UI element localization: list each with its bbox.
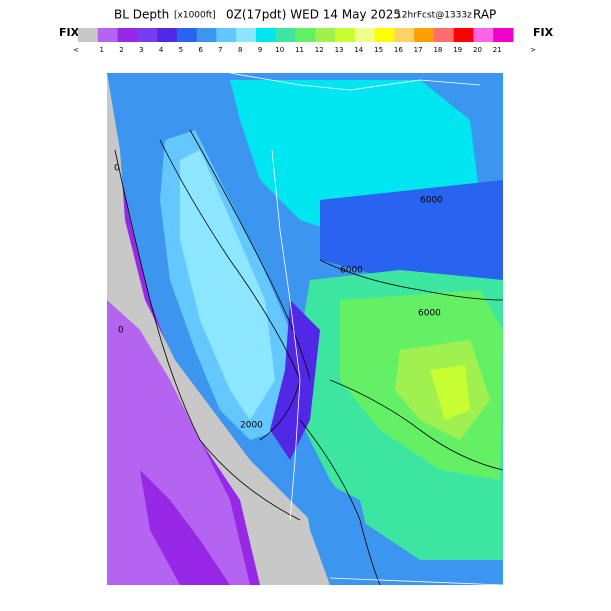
- colorbar-label: 1: [100, 46, 104, 54]
- colorbar-label: 11: [295, 46, 304, 54]
- contour-label: 2000: [240, 421, 263, 431]
- colorbar-label: <: [73, 46, 79, 54]
- colorbar-swatch: [255, 28, 277, 42]
- colorbar-label: 6: [198, 46, 203, 54]
- colorbar-label: 15: [374, 46, 383, 54]
- title-part: [x1000ft]: [174, 11, 216, 21]
- region: [107, 300, 250, 585]
- colorbar-swatch: [216, 28, 237, 42]
- colorbar-swatch: [354, 28, 376, 42]
- title-part: BL Depth: [114, 8, 169, 22]
- colorbar-swatch: [473, 28, 494, 42]
- contour-label: 6000: [418, 309, 441, 319]
- region: [320, 180, 503, 290]
- colorbar-label: >: [530, 46, 536, 54]
- colorbar-swatch: [176, 28, 198, 42]
- colorbar-swatch: [433, 28, 455, 42]
- contour-label: 0: [118, 326, 124, 336]
- colorbar-label: 20: [473, 46, 482, 54]
- colorbar-swatch: [295, 28, 316, 42]
- region: [300, 470, 380, 585]
- colorbar-label: 4: [159, 46, 164, 54]
- title-part: RAP: [473, 8, 496, 22]
- region: [180, 150, 275, 420]
- colorbar-label: 16: [394, 46, 403, 54]
- colorbar-swatch: [97, 28, 119, 42]
- colorbar-label: 19: [453, 46, 462, 54]
- title-part: 12hrFcst@1333z: [396, 11, 472, 21]
- colorbar-label: 13: [335, 46, 344, 54]
- colorbar-swatch: [78, 28, 99, 42]
- colorbar-swatch: [157, 28, 178, 42]
- colorbar-label: 2: [119, 46, 123, 54]
- region: [140, 470, 230, 585]
- colorbar-swatch: [453, 28, 474, 42]
- colorbar-label: 9: [258, 46, 262, 54]
- colorbar-label: 10: [275, 46, 284, 54]
- colorbar-swatch: [196, 28, 217, 42]
- region: [107, 73, 330, 585]
- colorbar-label: 3: [139, 46, 143, 54]
- colorbar-label: 17: [414, 46, 423, 54]
- colorbar-swatch: [315, 28, 336, 42]
- region: [430, 365, 470, 420]
- contour-label: 0: [114, 164, 120, 174]
- region: [270, 300, 320, 460]
- colorbar-label: 12: [315, 46, 324, 54]
- colorbar: <1 2 3 4 5 6 7 8 9 10 11 12 13 14 15 16 17 18 19 20 21 >: [73, 28, 536, 54]
- colorbar-swatch: [493, 28, 514, 42]
- colorbar-label: 8: [238, 46, 242, 54]
- colorbar-label: 21: [493, 46, 502, 54]
- colorbar-swatch: [374, 28, 395, 42]
- title-part: 0Z(17pdt) WED 14 May 2025: [226, 8, 401, 22]
- fix-label: FIX: [59, 26, 80, 39]
- colorbar-label: 14: [354, 46, 363, 54]
- contour-label: 6000: [340, 266, 363, 276]
- colorbar-label: 18: [433, 46, 442, 54]
- colorbar-label: 5: [179, 46, 183, 54]
- colorbar-swatch: [117, 28, 138, 42]
- colorbar-label: 7: [218, 46, 222, 54]
- fix-label: FIX: [533, 26, 554, 39]
- colorbar-swatch: [335, 28, 356, 42]
- colorbar-swatch: [137, 28, 158, 42]
- map: 6000 6000 6000 2000 0 0: [107, 73, 503, 585]
- colorbar-swatch: [236, 28, 257, 42]
- colorbar-swatch: [275, 28, 296, 42]
- colorbar-swatch: [394, 28, 415, 42]
- contour-label: 6000: [420, 196, 443, 206]
- colorbar-swatch: [414, 28, 435, 42]
